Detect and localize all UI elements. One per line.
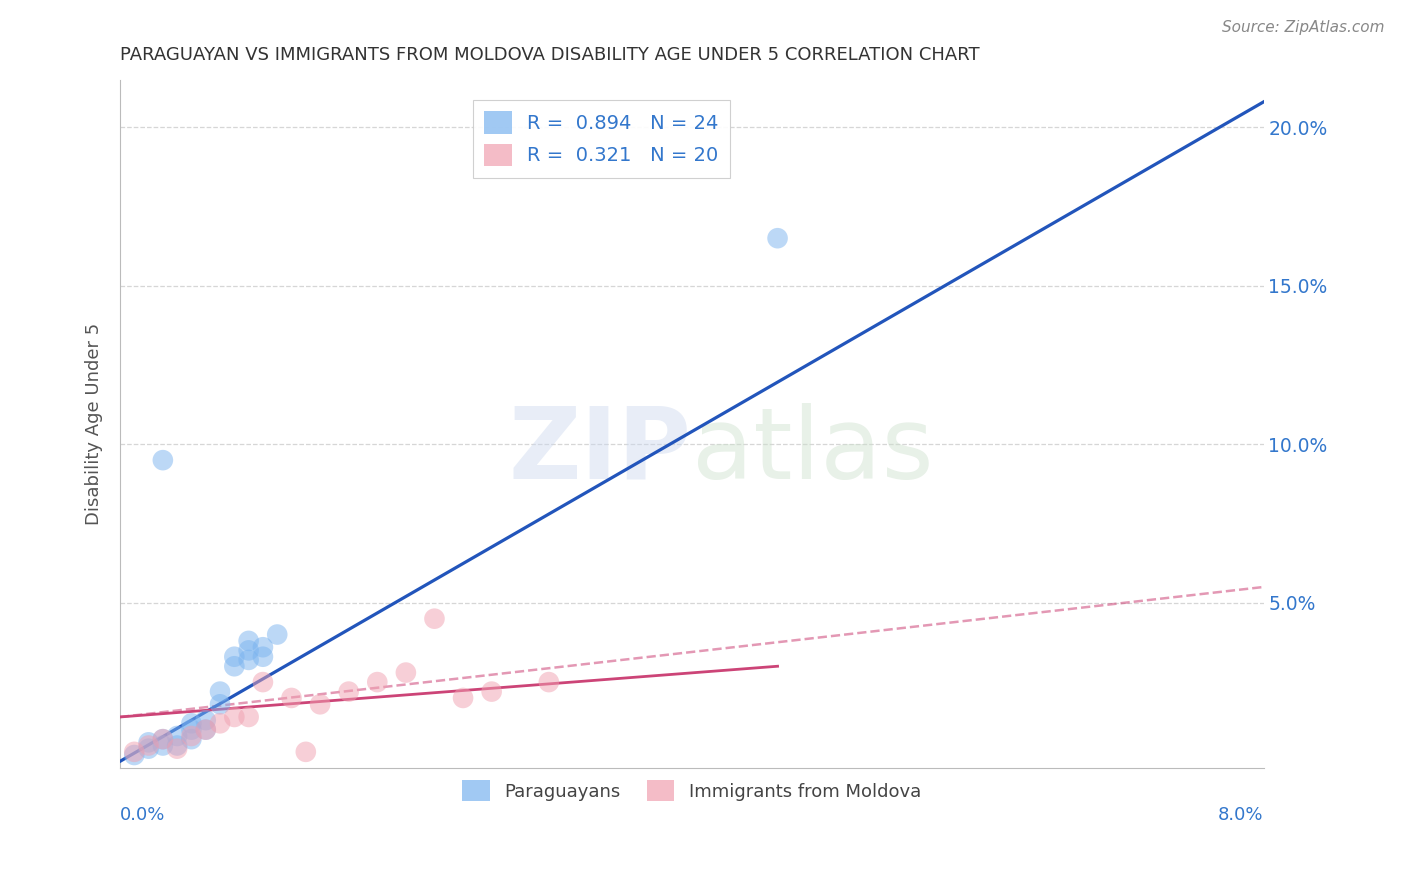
Text: 0.0%: 0.0%	[120, 805, 166, 823]
Point	[122, 747, 145, 762]
Point	[224, 649, 246, 664]
Point	[252, 675, 274, 690]
Point	[166, 739, 188, 753]
Point	[166, 729, 188, 743]
Point	[180, 723, 202, 737]
Point	[208, 698, 231, 712]
Point	[208, 716, 231, 731]
Text: Source: ZipAtlas.com: Source: ZipAtlas.com	[1222, 20, 1385, 35]
Point	[152, 739, 174, 753]
Point	[180, 732, 202, 747]
Point	[423, 612, 446, 626]
Point	[122, 745, 145, 759]
Point	[309, 698, 332, 712]
Point	[238, 710, 260, 724]
Point	[224, 659, 246, 673]
Point	[481, 684, 503, 698]
Text: atlas: atlas	[692, 402, 934, 500]
Point	[166, 741, 188, 756]
Point	[252, 640, 274, 655]
Point	[138, 735, 160, 749]
Point	[766, 231, 789, 245]
Point	[395, 665, 418, 680]
Point	[208, 684, 231, 698]
Point	[451, 690, 474, 705]
Point	[194, 723, 217, 737]
Point	[138, 741, 160, 756]
Point	[238, 643, 260, 657]
Point	[266, 627, 288, 641]
Text: 8.0%: 8.0%	[1218, 805, 1264, 823]
Point	[366, 675, 388, 690]
Point	[238, 653, 260, 667]
Point	[337, 684, 360, 698]
Point	[180, 716, 202, 731]
Point	[238, 633, 260, 648]
Point	[252, 649, 274, 664]
Point	[152, 732, 174, 747]
Point	[194, 713, 217, 727]
Y-axis label: Disability Age Under 5: Disability Age Under 5	[86, 323, 103, 524]
Point	[295, 745, 318, 759]
Point	[152, 453, 174, 467]
Text: ZIP: ZIP	[509, 402, 692, 500]
Point	[180, 729, 202, 743]
Point	[138, 739, 160, 753]
Point	[152, 732, 174, 747]
Point	[224, 710, 246, 724]
Point	[280, 690, 302, 705]
Point	[194, 723, 217, 737]
Point	[537, 675, 560, 690]
Text: PARAGUAYAN VS IMMIGRANTS FROM MOLDOVA DISABILITY AGE UNDER 5 CORRELATION CHART: PARAGUAYAN VS IMMIGRANTS FROM MOLDOVA DI…	[120, 46, 980, 64]
Legend: Paraguayans, Immigrants from Moldova: Paraguayans, Immigrants from Moldova	[454, 772, 931, 810]
